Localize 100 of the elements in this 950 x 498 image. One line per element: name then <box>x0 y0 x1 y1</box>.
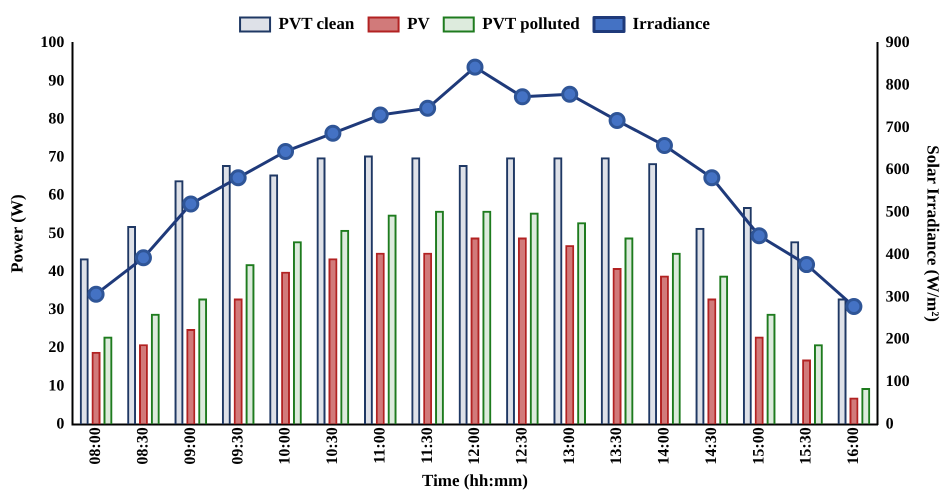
y2-tick-label: 700 <box>886 118 910 136</box>
bar <box>470 237 480 424</box>
x-tick-label: 15:00 <box>750 427 768 465</box>
y2-tick-label: 900 <box>886 34 910 52</box>
bar <box>802 359 811 424</box>
y2-tick-label: 100 <box>886 373 910 390</box>
x-tick-label: 10:00 <box>276 427 294 465</box>
x-tick-label: 08:30 <box>134 427 152 465</box>
point <box>845 298 862 315</box>
y2-tick-label: 200 <box>886 330 910 348</box>
point <box>230 169 247 186</box>
x-tick-label: 12:00 <box>466 427 484 465</box>
point <box>561 86 578 103</box>
x-tick-label: 14:00 <box>656 427 673 465</box>
y2-tick-label: 800 <box>886 76 910 94</box>
y-tick-label: 10 <box>48 377 64 394</box>
y-tick-label: 70 <box>48 148 64 166</box>
bar <box>222 165 231 424</box>
y2-tick-label: 300 <box>886 288 910 306</box>
bar <box>838 298 847 424</box>
bar <box>292 241 302 424</box>
bar <box>849 398 858 424</box>
x-tick-label: 14:30 <box>702 427 720 465</box>
x-tick-label: 11:30 <box>418 427 436 464</box>
point <box>182 195 200 212</box>
bar <box>506 157 515 424</box>
y2-tick-label: 600 <box>886 161 910 178</box>
bar <box>340 230 350 424</box>
x-tick-label: 15:30 <box>798 427 815 465</box>
bar <box>186 328 196 424</box>
bar <box>577 222 586 424</box>
point <box>608 112 626 130</box>
bar <box>600 157 610 424</box>
bar <box>234 298 243 424</box>
bar <box>553 157 562 424</box>
point <box>514 88 531 106</box>
bar <box>530 212 539 424</box>
y-tick-label: 20 <box>48 339 64 356</box>
bar <box>269 174 278 424</box>
point <box>134 249 152 266</box>
bar <box>364 155 373 424</box>
bar <box>139 344 148 424</box>
bar <box>103 336 112 424</box>
bar <box>328 258 338 424</box>
x-tick-label: 10:30 <box>324 427 342 465</box>
bar <box>435 210 444 424</box>
x-tick-label: 09:00 <box>182 427 199 465</box>
bar <box>246 264 254 424</box>
bar <box>648 163 658 424</box>
x-tick-label: 16:00 <box>845 427 862 465</box>
y-tick-label: 100 <box>40 34 64 52</box>
bar <box>92 352 101 424</box>
bar <box>482 210 492 424</box>
x-tick-label: 09:30 <box>229 427 246 465</box>
bar <box>766 314 776 424</box>
y-tick-label: 0 <box>56 415 64 432</box>
point <box>419 100 436 117</box>
point <box>324 124 342 142</box>
y2-tick-label: 500 <box>886 204 910 221</box>
bar <box>790 241 800 424</box>
y-tick-label: 30 <box>48 301 64 318</box>
y2-axis-title: Solar Irradiance (W/m²) <box>923 145 942 322</box>
y-tick-label: 80 <box>48 110 64 128</box>
y-tick-label: 40 <box>48 262 64 280</box>
bar <box>80 258 89 424</box>
bar <box>696 228 704 424</box>
y2-tick-label: 0 <box>886 415 894 432</box>
legend-label: PV <box>407 14 430 33</box>
bar <box>127 226 136 424</box>
point <box>656 137 673 154</box>
bar <box>660 276 669 424</box>
point <box>466 58 484 76</box>
x-tick-label: 11:00 <box>371 427 388 464</box>
bar <box>411 157 420 424</box>
y-axis-title: Power (W) <box>8 194 27 273</box>
legend-label: PVT polluted <box>482 14 580 33</box>
bar <box>672 252 681 424</box>
y2-tick-label: 400 <box>886 246 910 263</box>
bar <box>388 214 397 424</box>
point <box>703 169 720 186</box>
bar <box>814 344 823 424</box>
point <box>798 256 816 274</box>
legend-label: PVT clean <box>278 14 355 33</box>
bar <box>316 157 326 424</box>
y-tick-label: 50 <box>48 224 64 242</box>
bar <box>423 252 432 424</box>
bar <box>742 206 752 424</box>
legend-label: Irradiance <box>632 14 710 33</box>
x-tick-label: 13:00 <box>560 427 578 465</box>
bar <box>719 276 728 424</box>
point <box>372 106 389 124</box>
bar <box>565 245 574 424</box>
x-tick-label: 12:30 <box>514 427 531 465</box>
y-tick-label: 60 <box>48 186 64 204</box>
x-tick-label: 08:00 <box>87 427 104 465</box>
bar <box>754 336 764 424</box>
bar <box>707 298 716 424</box>
bar <box>518 237 527 424</box>
y-tick-label: 90 <box>48 72 64 90</box>
point <box>277 142 294 160</box>
